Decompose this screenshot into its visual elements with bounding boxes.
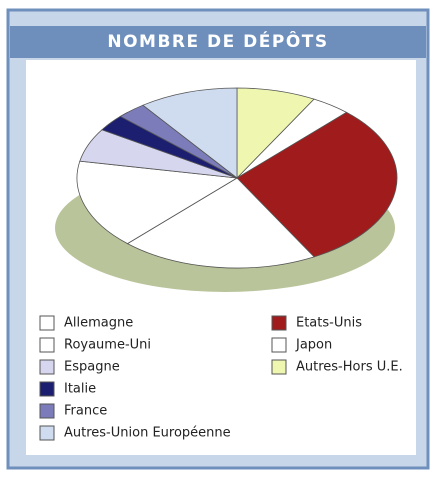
legend-swatch bbox=[39, 337, 55, 353]
pie-slice bbox=[76, 160, 239, 245]
legend-swatch bbox=[39, 315, 55, 331]
legend-label: Italie bbox=[64, 382, 96, 397]
legend-label: France bbox=[64, 404, 107, 419]
pie-slice bbox=[236, 111, 398, 258]
legend-swatch bbox=[39, 403, 55, 419]
legend-label: Japon bbox=[295, 338, 332, 353]
legend-swatch bbox=[39, 381, 55, 397]
chart-title: NOMBRE DE DÉPÔTS bbox=[107, 30, 328, 52]
pie-slice bbox=[126, 177, 315, 269]
pie-slice bbox=[142, 87, 238, 179]
legend-label: Autres-Hors U.E. bbox=[296, 360, 403, 375]
legend-swatch bbox=[39, 359, 55, 375]
title-bar bbox=[10, 26, 426, 58]
legend-label: Etats-Unis bbox=[296, 316, 362, 331]
legend-label: Allemagne bbox=[64, 316, 133, 331]
pie bbox=[76, 87, 398, 269]
legend-swatch bbox=[271, 315, 287, 331]
legend: Allemagne Royaume-Uni Espagne Italie France A… bbox=[39, 315, 403, 441]
legend-swatch bbox=[39, 425, 55, 441]
legend-swatch bbox=[271, 359, 287, 375]
legend-label: Royaume-Uni bbox=[64, 338, 151, 353]
legend-label: Espagne bbox=[64, 360, 120, 375]
legend-swatch bbox=[271, 337, 287, 353]
legend-label: Autres-Union Européenne bbox=[64, 426, 231, 441]
